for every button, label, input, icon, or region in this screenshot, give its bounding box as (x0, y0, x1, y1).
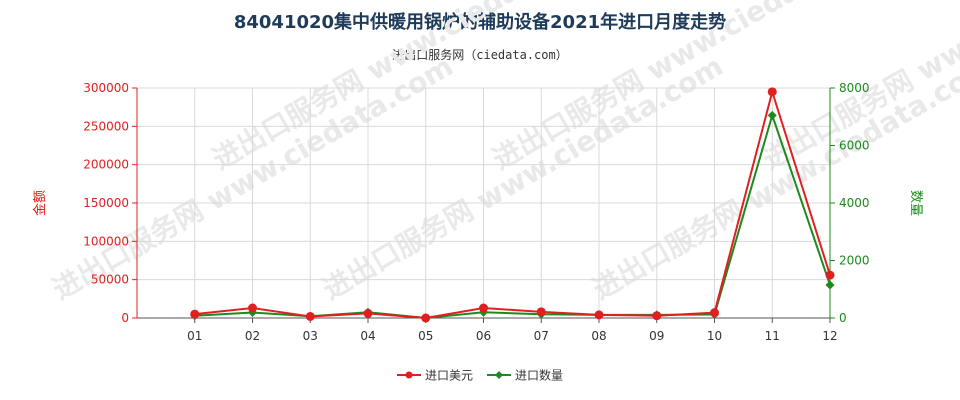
data-point-amount (652, 311, 662, 321)
data-point-amount (767, 87, 777, 97)
right-tick-label: 8000 (839, 81, 870, 95)
grid-layer (137, 87, 831, 318)
legend-marker (405, 371, 413, 379)
x-tick-label: 03 (303, 329, 318, 343)
data-point-amount (248, 303, 257, 313)
data-point-amount (479, 303, 488, 313)
data-point-amount (190, 309, 200, 319)
x-tick-label: 08 (591, 329, 606, 343)
data-point-quantity (767, 110, 777, 120)
x-tick-label: 10 (707, 329, 722, 343)
data-point-amount (594, 310, 604, 320)
data-point-amount (825, 270, 835, 280)
legend-label: 进口数量 (515, 368, 563, 383)
data-point-amount (363, 308, 373, 318)
data-point-quantity (825, 280, 835, 290)
legend-item: 进口美元 (397, 369, 473, 383)
data-point-amount (305, 311, 315, 321)
x-tick-label: 07 (534, 329, 549, 343)
data-point-amount (710, 308, 719, 318)
x-tick-label: 09 (649, 329, 664, 343)
left-tick-label: 0 (121, 311, 129, 325)
right-tick-label: 4000 (839, 196, 870, 210)
left-tick-label: 100000 (83, 234, 129, 248)
left-tick-label: 200000 (83, 158, 129, 172)
chart-subtitle: 进出口服务网（ciedata.com） (392, 48, 568, 62)
right-tick-label: 6000 (839, 139, 870, 153)
right-axis-title: 数量 (908, 190, 923, 216)
x-tick-label: 04 (360, 329, 375, 343)
right-tick-label: 0 (839, 311, 847, 325)
legend: 进口美元 进口数量 (397, 368, 563, 383)
x-tick-label: 01 (187, 329, 202, 343)
x-tick-label: 05 (418, 329, 433, 343)
left-tick-label: 150000 (83, 196, 129, 210)
x-tick-label: 02 (245, 329, 260, 343)
data-point-amount (421, 313, 431, 323)
x-tick-label: 11 (765, 329, 780, 343)
axis-layer: 0500001000001500002000002500003000000200… (32, 81, 923, 343)
right-tick-label: 2000 (839, 254, 870, 268)
data-point-amount (536, 307, 546, 317)
left-tick-label: 250000 (83, 119, 129, 133)
left-tick-label: 50000 (91, 273, 129, 287)
legend-marker (495, 371, 503, 379)
left-axis-title: 金额 (32, 190, 48, 216)
x-tick-label: 12 (822, 329, 837, 343)
x-tick-label: 06 (476, 329, 491, 343)
legend-item: 进口数量 (487, 368, 563, 383)
left-tick-label: 300000 (83, 81, 129, 95)
chart-title: 84041020集中供暖用锅炉的辅助设备2021年进口月度走势 (233, 12, 727, 33)
series-layer (190, 87, 835, 323)
legend-label: 进口美元 (425, 369, 473, 383)
series-line-amount (194, 88, 831, 320)
